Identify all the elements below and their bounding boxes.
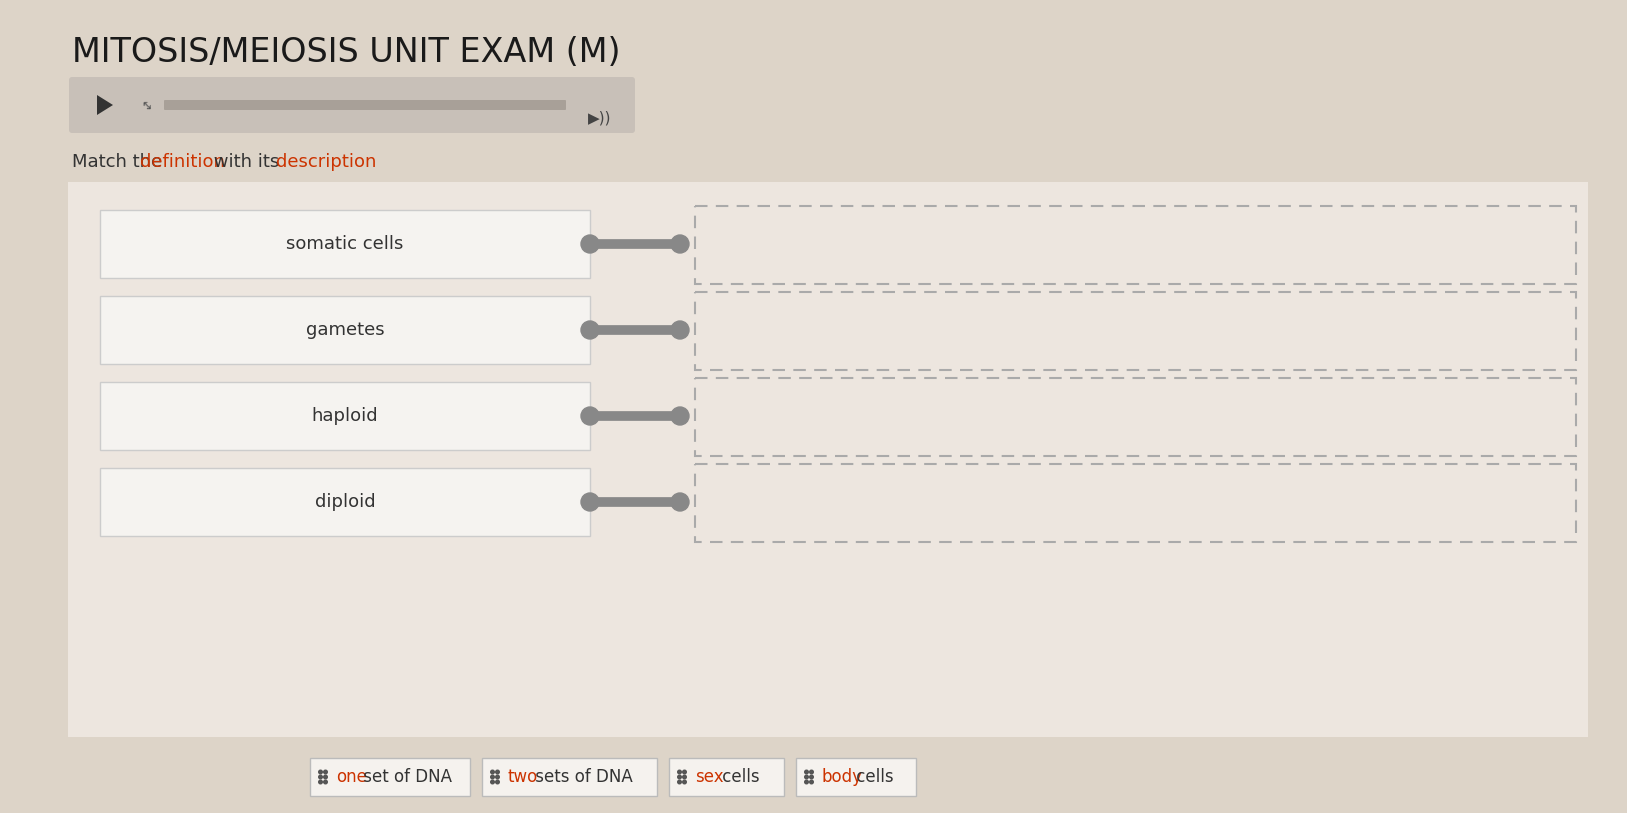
Circle shape: [678, 776, 682, 779]
FancyBboxPatch shape: [68, 77, 635, 133]
Circle shape: [324, 780, 327, 784]
Circle shape: [670, 407, 688, 425]
Circle shape: [678, 770, 682, 774]
FancyBboxPatch shape: [99, 468, 591, 536]
Text: somatic cells: somatic cells: [286, 235, 403, 253]
FancyBboxPatch shape: [99, 382, 591, 450]
FancyBboxPatch shape: [669, 758, 784, 796]
Text: with its: with its: [208, 153, 285, 171]
Circle shape: [810, 770, 814, 774]
Text: description: description: [277, 153, 376, 171]
Circle shape: [805, 770, 809, 774]
Circle shape: [670, 321, 688, 339]
FancyBboxPatch shape: [99, 296, 591, 364]
Text: set of DNA: set of DNA: [358, 768, 452, 786]
Text: two: two: [508, 768, 539, 786]
Circle shape: [581, 493, 599, 511]
Circle shape: [319, 776, 322, 779]
Circle shape: [491, 770, 495, 774]
Circle shape: [581, 407, 599, 425]
Circle shape: [810, 776, 814, 779]
Circle shape: [678, 780, 682, 784]
Circle shape: [496, 776, 499, 779]
Text: sex: sex: [695, 768, 724, 786]
FancyBboxPatch shape: [311, 758, 470, 796]
Circle shape: [491, 776, 495, 779]
Circle shape: [581, 235, 599, 253]
Circle shape: [496, 780, 499, 784]
Circle shape: [805, 776, 809, 779]
Text: Match the: Match the: [72, 153, 168, 171]
Text: haploid: haploid: [312, 407, 379, 425]
Circle shape: [496, 770, 499, 774]
Text: gametes: gametes: [306, 321, 384, 339]
FancyBboxPatch shape: [99, 210, 591, 278]
Circle shape: [683, 770, 687, 774]
Circle shape: [683, 776, 687, 779]
Circle shape: [670, 235, 688, 253]
Circle shape: [683, 780, 687, 784]
Text: cells: cells: [716, 768, 760, 786]
FancyBboxPatch shape: [68, 182, 1588, 737]
FancyBboxPatch shape: [164, 100, 566, 110]
Text: body: body: [822, 768, 862, 786]
Text: one: one: [337, 768, 366, 786]
Circle shape: [805, 780, 809, 784]
FancyBboxPatch shape: [482, 758, 657, 796]
FancyBboxPatch shape: [796, 758, 916, 796]
Text: definition: definition: [140, 153, 225, 171]
Circle shape: [324, 770, 327, 774]
Circle shape: [319, 770, 322, 774]
Text: ▶)): ▶)): [589, 111, 612, 125]
Circle shape: [491, 780, 495, 784]
Circle shape: [324, 776, 327, 779]
Text: diploid: diploid: [314, 493, 376, 511]
Circle shape: [581, 321, 599, 339]
Circle shape: [810, 780, 814, 784]
Circle shape: [670, 493, 688, 511]
Polygon shape: [98, 95, 112, 115]
Text: MITOSIS/MEIOSIS UNIT EXAM (M): MITOSIS/MEIOSIS UNIT EXAM (M): [72, 36, 620, 68]
Circle shape: [319, 780, 322, 784]
Text: cells: cells: [851, 768, 893, 786]
Text: ↕: ↕: [140, 97, 156, 113]
Text: sets of DNA: sets of DNA: [530, 768, 633, 786]
